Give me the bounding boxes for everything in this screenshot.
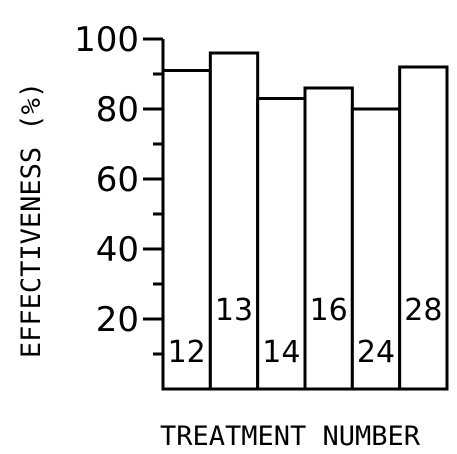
bar-label-28: 28	[404, 293, 442, 328]
y-tick-label: 40	[96, 230, 139, 270]
x-axis-title: TREATMENT NUMBER	[160, 421, 421, 452]
bar-16	[303, 86, 354, 391]
y-tick-label: 100	[74, 20, 139, 60]
y-axis-title: EFFECTIVENESS (%)	[16, 82, 47, 358]
bar-14	[256, 97, 307, 391]
bar-label-13: 13	[215, 293, 253, 328]
y-tick-label: 20	[96, 300, 139, 340]
y-tick-label: 80	[96, 90, 139, 130]
bars-group: 12 13 14 16 24 28	[161, 51, 449, 391]
bar-label-14: 14	[262, 335, 300, 370]
bar-label-12: 12	[168, 335, 206, 370]
bar-28	[398, 65, 449, 391]
y-tick-label: 60	[96, 160, 139, 200]
y-axis-ticks: 20 40 60 80 100	[74, 20, 163, 356]
bar-13	[208, 51, 260, 391]
bar-label-24: 24	[357, 335, 395, 370]
bar-label-16: 16	[310, 293, 348, 328]
